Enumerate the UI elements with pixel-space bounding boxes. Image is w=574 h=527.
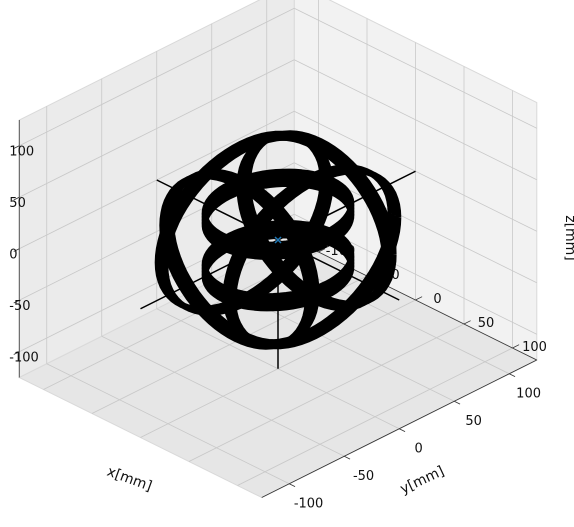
grid-line-z-back	[19, 59, 295, 198]
y-tick-label: -100	[294, 496, 324, 511]
z-tick-mark	[13, 145, 20, 149]
y-tick-mark	[399, 428, 406, 432]
x-tick-mark	[512, 344, 520, 349]
x-tick-mark	[318, 248, 326, 253]
y-tick-mark	[509, 373, 516, 377]
grid-line-z-left	[294, 7, 537, 129]
y-tick-mark	[454, 400, 461, 405]
y-tick-mark	[344, 455, 351, 460]
grid-line-y-floor	[101, 335, 345, 457]
z-axis-label: z[mm]	[562, 215, 574, 261]
coil-y--35	[159, 168, 320, 350]
y-tick-label: 100	[516, 386, 541, 401]
x-tick-label: 50	[478, 316, 495, 331]
z-tick-mark	[13, 248, 20, 252]
grid-line-z-back	[19, 7, 295, 147]
z-tick-label: 50	[9, 196, 26, 211]
z-tick-label: 0	[9, 248, 17, 263]
z-tick-mark	[13, 351, 20, 355]
y-tick-label: -50	[353, 469, 374, 484]
center-marker-0	[274, 236, 282, 244]
data-layer	[140, 130, 416, 369]
x-tick-label: 0	[433, 292, 441, 307]
z-tick-label: 100	[9, 145, 34, 160]
x-tick-mark	[463, 320, 471, 325]
z-tick-mark	[13, 196, 20, 201]
y-axis-label: y[mm]	[398, 463, 447, 497]
x-axis-label: x[mm]	[105, 464, 154, 495]
grid-line-z-left	[294, 59, 537, 181]
y-tick-mark	[289, 483, 296, 487]
marker-stroke	[274, 236, 282, 244]
z-tick-label: -100	[9, 351, 39, 366]
z-tick-mark	[13, 299, 20, 304]
z-tick-label: -50	[9, 299, 30, 314]
y-tick-label: 50	[465, 414, 482, 429]
coil-winding	[168, 168, 320, 346]
grid-line-y-floor	[46, 363, 290, 485]
y-tick-label: 0	[414, 441, 422, 456]
x-tick-label: 100	[522, 340, 547, 355]
x-tick-mark	[415, 296, 423, 301]
coil-winding	[245, 130, 397, 307]
coil-y-35	[236, 130, 397, 312]
